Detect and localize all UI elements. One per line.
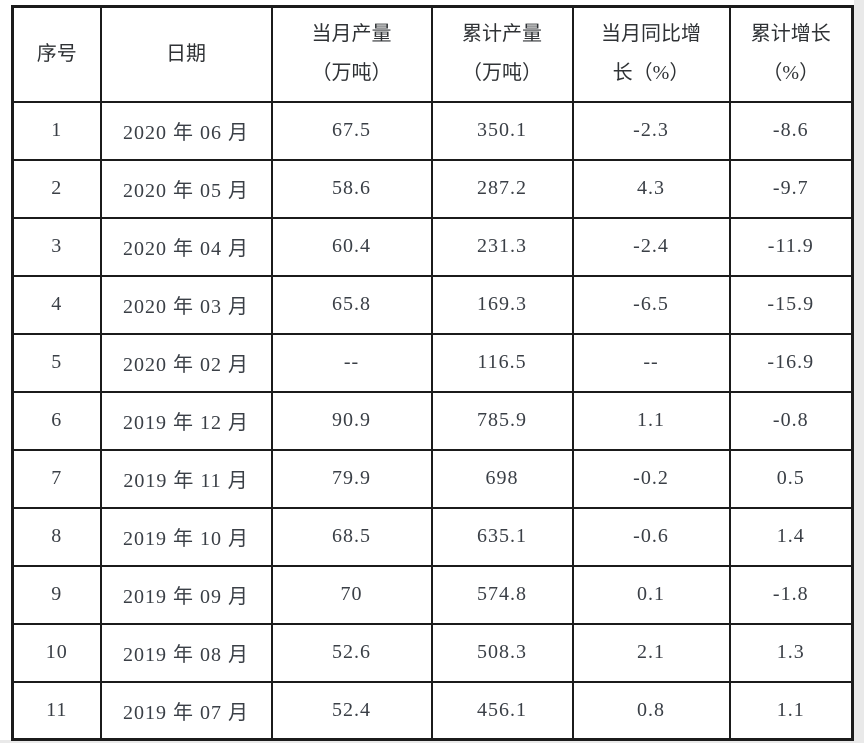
table-cell: 60.4	[270, 216, 433, 277]
table-cell: -15.9	[728, 274, 854, 335]
table-cell: 508.3	[430, 622, 574, 683]
table-row: 6 2019 年 12 月 90.9 785.9 1.1 -0.8	[11, 390, 854, 451]
column-header-monthly-yoy-growth: 当月同比增 长（%）	[571, 5, 731, 103]
table-cell: -16.9	[728, 332, 854, 393]
column-header-label: 累计增长	[750, 23, 831, 46]
table-cell: 6	[11, 390, 102, 451]
table-cell: -9.7	[728, 158, 854, 219]
table-cell: 8	[11, 506, 102, 567]
table-cell: 2020 年 06 月	[99, 100, 273, 161]
column-header-label: 序号	[36, 42, 77, 65]
table-cell: 1.1	[728, 680, 854, 741]
table-cell: 9	[11, 564, 102, 625]
table-cell: -2.4	[571, 216, 731, 277]
table-cell: 52.6	[270, 622, 433, 683]
table-cell: 2019 年 09 月	[99, 564, 273, 625]
table-cell: -1.8	[728, 564, 854, 625]
table-row: 3 2020 年 04 月 60.4 231.3 -2.4 -11.9	[11, 216, 854, 277]
table-row: 11 2019 年 07 月 52.4 456.1 0.8 1.1	[11, 680, 854, 741]
column-header-unit: 长（%）	[612, 62, 690, 85]
table-cell: 2020 年 05 月	[99, 158, 273, 219]
table-cell: -6.5	[571, 274, 731, 335]
column-header-unit: （万吨）	[311, 62, 392, 85]
table-cell: 574.8	[430, 564, 574, 625]
table-cell: 785.9	[430, 390, 574, 451]
table-row: 4 2020 年 03 月 65.8 169.3 -6.5 -15.9	[11, 274, 854, 335]
table-cell: 3	[11, 216, 102, 277]
table-cell: 52.4	[270, 680, 433, 741]
table-header-row: 序号 日期 当月产量 （万吨） 累计产量 （万吨） 当月同比增 长（%）	[11, 5, 854, 103]
column-header-cumulative-output: 累计产量 （万吨）	[430, 5, 574, 103]
table-cell: 4	[11, 274, 102, 335]
table-row: 7 2019 年 11 月 79.9 698 -0.2 0.5	[11, 448, 854, 509]
table-cell: 79.9	[270, 448, 433, 509]
table-cell: --	[270, 332, 433, 393]
table-cell: -11.9	[728, 216, 854, 277]
table-body: 1 2020 年 06 月 67.5 350.1 -2.3 -8.6 2 2020 年 05 …	[11, 100, 854, 741]
table-cell: 0.5	[728, 448, 854, 509]
table-cell: 231.3	[430, 216, 574, 277]
table-cell: 1.1	[571, 390, 731, 451]
table-cell: 350.1	[430, 100, 574, 161]
column-header-cumulative-growth: 累计增长 （%）	[728, 5, 854, 103]
table-cell: 2019 年 08 月	[99, 622, 273, 683]
table-cell: 68.5	[270, 506, 433, 567]
table-cell: 2.1	[571, 622, 731, 683]
table-cell: 7	[11, 448, 102, 509]
column-header-label: 日期	[166, 42, 206, 65]
table-cell: 116.5	[430, 332, 574, 393]
table-cell: 2020 年 03 月	[99, 274, 273, 335]
table-row: 2 2020 年 05 月 58.6 287.2 4.3 -9.7	[11, 158, 854, 219]
table-row: 9 2019 年 09 月 70 574.8 0.1 -1.8	[11, 564, 854, 625]
table-cell: 67.5	[270, 100, 433, 161]
table-cell: 2019 年 10 月	[99, 506, 273, 567]
table-cell: 2020 年 04 月	[99, 216, 273, 277]
table-cell: 2019 年 12 月	[99, 390, 273, 451]
column-header-index: 序号	[11, 5, 102, 103]
table-cell: 4.3	[571, 158, 731, 219]
table-row: 8 2019 年 10 月 68.5 635.1 -0.6 1.4	[11, 506, 854, 567]
table-cell: 5	[11, 332, 102, 393]
column-header-unit: （%）	[762, 62, 820, 85]
table-cell: 2019 年 11 月	[99, 448, 273, 509]
column-header-date: 日期	[99, 5, 273, 103]
column-header-label: 当月产量	[311, 23, 392, 46]
table-cell: 11	[11, 680, 102, 741]
table-cell: 456.1	[430, 680, 574, 741]
table-cell: -2.3	[571, 100, 731, 161]
table-cell: --	[571, 332, 731, 393]
table-cell: 2019 年 07 月	[99, 680, 273, 741]
table-cell: 287.2	[430, 158, 574, 219]
table-cell: 635.1	[430, 506, 574, 567]
table-row: 10 2019 年 08 月 52.6 508.3 2.1 1.3	[11, 622, 854, 683]
table-cell: 1.4	[728, 506, 854, 567]
table-row: 5 2020 年 02 月 -- 116.5 -- -16.9	[11, 332, 854, 393]
table-cell: 169.3	[430, 274, 574, 335]
table-cell: 0.1	[571, 564, 731, 625]
table-header: 序号 日期 当月产量 （万吨） 累计产量 （万吨） 当月同比增 长（%）	[11, 5, 854, 103]
column-header-label: 累计产量	[462, 23, 542, 46]
table-row: 1 2020 年 06 月 67.5 350.1 -2.3 -8.6	[11, 100, 854, 161]
table-cell: 58.6	[270, 158, 433, 219]
column-header-monthly-output: 当月产量 （万吨）	[270, 5, 433, 103]
table-cell: 90.9	[270, 390, 433, 451]
table-cell: 1.3	[728, 622, 854, 683]
table-cell: -0.8	[728, 390, 854, 451]
table-cell: 1	[11, 100, 102, 161]
table-cell: -8.6	[728, 100, 854, 161]
table-cell: 70	[270, 564, 433, 625]
table-cell: 2	[11, 158, 102, 219]
table-cell: 0.8	[571, 680, 731, 741]
table-cell: 10	[11, 622, 102, 683]
table-cell: -0.2	[571, 448, 731, 509]
table-cell: 65.8	[270, 274, 433, 335]
table-cell: 2020 年 02 月	[99, 332, 273, 393]
column-header-unit: （万吨）	[462, 62, 542, 85]
production-table: 序号 日期 当月产量 （万吨） 累计产量 （万吨） 当月同比增 长（%）	[11, 5, 854, 741]
table-cell: 698	[430, 448, 574, 509]
table-cell: -0.6	[571, 506, 731, 567]
column-header-label: 当月同比增	[601, 23, 701, 46]
